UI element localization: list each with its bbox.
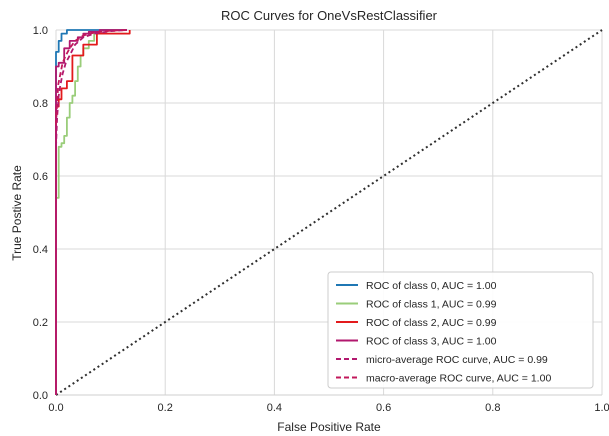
- y-tick-label: 1.0: [33, 25, 48, 37]
- legend-box: [327, 271, 594, 389]
- roc-series: [55, 29, 131, 395]
- roc-series-3: [55, 29, 127, 395]
- x-tick-label: 0.8: [485, 402, 500, 414]
- roc-series-1: [55, 32, 127, 395]
- y-tick-label: 0.6: [33, 171, 48, 183]
- x-tick-label: 0.2: [158, 402, 173, 414]
- legend: ROC of class 0, AUC = 1.00 ROC of class 1…: [327, 271, 594, 389]
- x-tick-label: 1.0: [594, 402, 609, 414]
- legend-label: ROC of class 0, AUC = 1.00: [366, 280, 497, 292]
- y-axis-ticks: 0.0 0.2 0.4 0.6 0.8 1.0: [33, 25, 48, 402]
- y-tick-label: 0.2: [33, 317, 48, 329]
- roc-series-5: [55, 29, 128, 125]
- x-tick-label: 0.0: [48, 402, 63, 414]
- x-axis-ticks: 0.0 0.2 0.4 0.6 0.8 1.0: [48, 402, 609, 414]
- legend-label: micro-average ROC curve, AUC = 0.99: [366, 354, 548, 366]
- x-axis-label: False Positive Rate: [277, 420, 381, 434]
- legend-label: macro-average ROC curve, AUC = 1.00: [366, 373, 551, 385]
- y-tick-label: 0.8: [33, 98, 48, 110]
- y-axis-label: True Postive Rate: [10, 165, 24, 261]
- x-tick-label: 0.6: [376, 402, 391, 414]
- x-tick-label: 0.4: [267, 402, 282, 414]
- y-tick-label: 0.4: [33, 244, 48, 256]
- chart-title: ROC Curves for OneVsRestClassifier: [221, 8, 438, 23]
- roc-series-0: [55, 29, 127, 395]
- legend-label: ROC of class 3, AUC = 1.00: [366, 336, 497, 348]
- y-tick-label: 0.0: [33, 390, 48, 402]
- legend-label: ROC of class 2, AUC = 0.99: [366, 317, 497, 329]
- legend-label: ROC of class 1, AUC = 0.99: [366, 299, 497, 311]
- roc-series-4: [55, 29, 128, 147]
